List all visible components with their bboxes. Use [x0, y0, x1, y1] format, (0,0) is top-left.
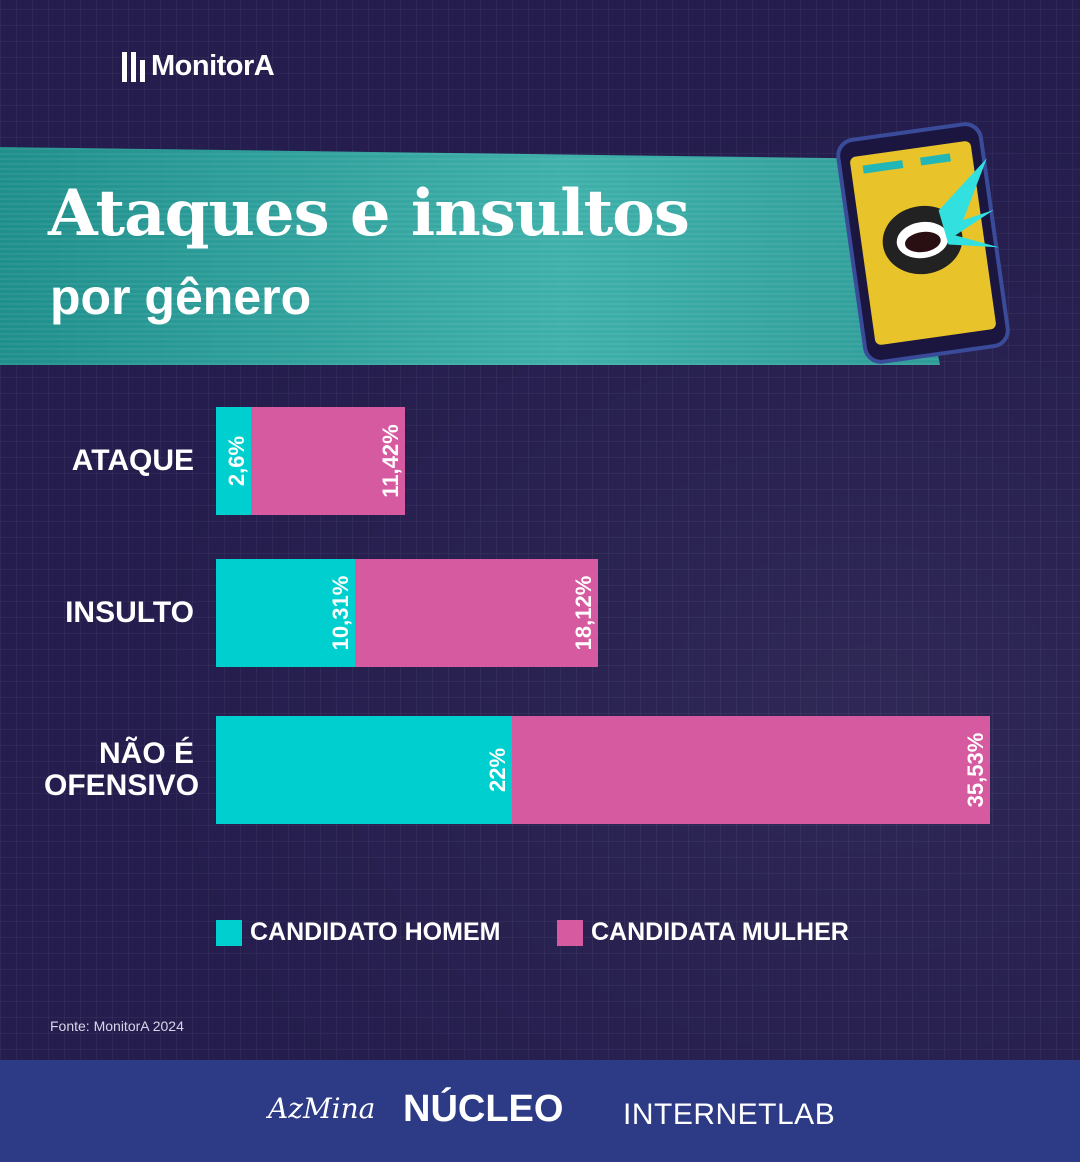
bar-segment-homem [216, 407, 251, 515]
legend-swatch-homem [216, 919, 242, 946]
data-label: 18,12% [571, 575, 597, 651]
logo-bars-icon [122, 51, 145, 82]
data-label: 22% [484, 747, 510, 793]
title-banner [0, 147, 940, 365]
partners-footer [0, 1060, 1080, 1162]
legend-item-mulher: CANDIDATA MULHER [557, 918, 849, 947]
legend-label-mulher: CANDIDATA MULHER [591, 918, 849, 946]
phone-illustration-icon [836, 122, 1010, 364]
partner-azmina-logo: AzMina [268, 1092, 376, 1125]
category-label: INSULTO [65, 596, 194, 629]
bar-segment-homem [216, 716, 512, 824]
source-note: Fonte: MonitorA 2024 [50, 1018, 184, 1034]
legend-item-homem: CANDIDATO HOMEM [216, 918, 500, 947]
data-label: 2,6% [223, 435, 249, 487]
data-label: 35,53% [962, 732, 988, 808]
partner-nucleo-logo: NÚCLEO [403, 1088, 564, 1130]
bar-segment-mulher [250, 407, 405, 515]
bar-segment-homem [216, 559, 355, 667]
page-title: Ataques e insultos [48, 176, 690, 251]
category-label: ATAQUE [71, 444, 194, 477]
bar-segment-mulher [354, 559, 599, 667]
data-label: 10,31% [327, 575, 353, 651]
monitora-logo: MonitorA [122, 50, 275, 83]
data-label: 11,42% [377, 424, 403, 498]
legend-label-homem: CANDIDATO HOMEM [250, 918, 501, 946]
bar-segment-mulher [511, 716, 990, 824]
logo-text: MonitorA [151, 50, 275, 82]
category-label: NÃO É OFENSIVO [44, 737, 200, 802]
page-subtitle: por gênero [50, 269, 312, 325]
partner-internetlab-logo: INTERNETLAB [623, 1098, 836, 1131]
legend-swatch-mulher [557, 919, 583, 946]
